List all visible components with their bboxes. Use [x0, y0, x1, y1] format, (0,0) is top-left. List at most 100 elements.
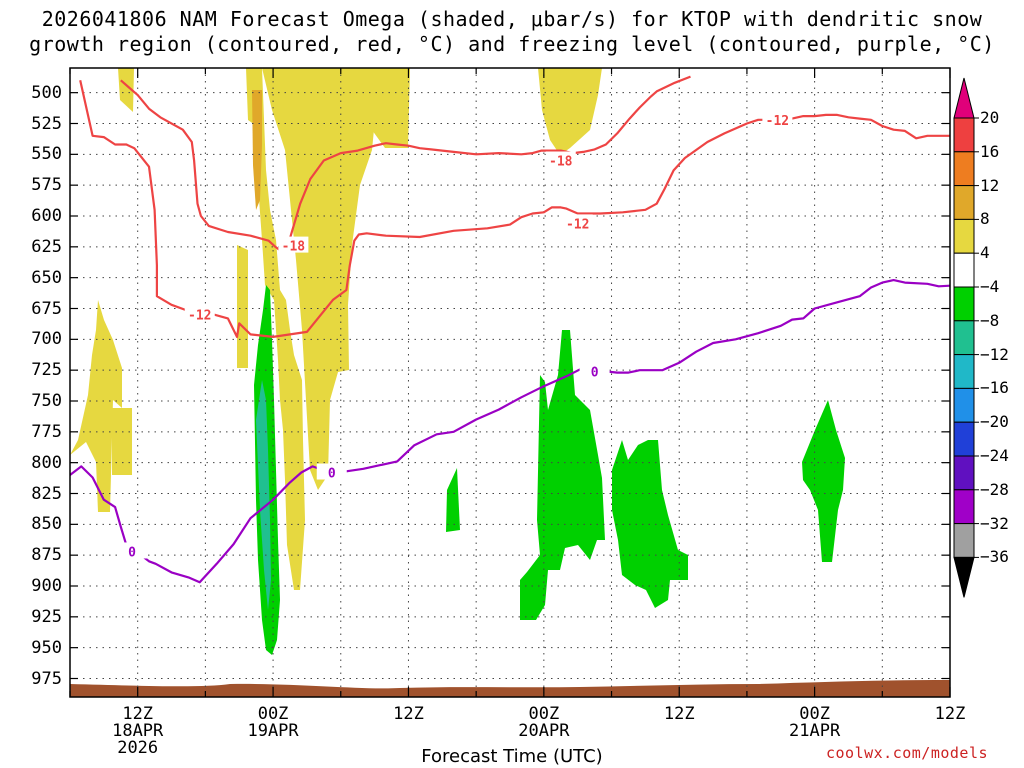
y-tick-label: 900: [31, 576, 62, 596]
y-tick-label: 675: [31, 298, 62, 319]
colorbar-label: −20: [980, 412, 1009, 432]
y-tick-label: 525: [31, 113, 62, 134]
contour-label: -12: [566, 217, 589, 232]
plot-frame: [69, 67, 951, 698]
y-tick-label: 775: [31, 421, 62, 442]
x-tick-label: 19APR: [247, 721, 299, 741]
colorbar-bin: [953, 489, 975, 525]
colorbar-label: 16: [980, 141, 1000, 161]
contour-label: -18: [282, 240, 306, 255]
x-tick-label: 12Z: [934, 704, 966, 724]
contour-label: -12: [766, 114, 789, 129]
colorbar-bottom-arrow: [953, 556, 975, 598]
colorbar-label: −28: [980, 479, 1009, 499]
colorbar-bin: [953, 354, 975, 389]
omega-region-yellow-right-left: [237, 245, 248, 368]
site-credit: coolwx.com/models: [826, 744, 989, 762]
y-tick-label: 850: [31, 514, 62, 535]
omega-region-teal-spike: [256, 380, 271, 610]
x-tick-label: 00Z: [528, 704, 560, 724]
contour-labels: -18 -18 -12 -12 -12 0 0 0: [117, 110, 793, 560]
colorbar-label: −36: [980, 547, 1009, 567]
omega-region-green-mid: [520, 330, 605, 620]
y-tick-label: 950: [31, 637, 62, 658]
contour-label-bg: [579, 362, 610, 379]
omega-shading: [70, 68, 950, 697]
y-tick-label: 975: [31, 668, 62, 689]
omega-region-yellow-upper-mid: [538, 68, 602, 155]
colorbar-bin: [953, 218, 975, 254]
y-tick-label: 600: [31, 206, 62, 226]
y-tick-label: 875: [31, 545, 62, 566]
contour-label-bg: [562, 214, 593, 231]
x-axis-title: Forecast Time (UTC): [421, 746, 603, 767]
omega-region-yellow-upper-mid-2: [365, 68, 410, 148]
x-tick-label: 18APR: [112, 721, 164, 741]
omega-region-green-small: [446, 468, 460, 532]
omega-region-yellow-main: [246, 68, 305, 590]
colorbar-bin: [953, 387, 975, 423]
chart-title-line2: growth region (contoured, red, °C) and f…: [29, 32, 995, 56]
colorbar-bin: [953, 421, 975, 457]
colorbar-label: 4: [980, 243, 990, 263]
colorbar-bin: [953, 252, 975, 288]
y-tick-label: 725: [31, 360, 62, 381]
x-tick-label: 21APR: [789, 721, 841, 741]
contour-label-bg: [184, 305, 215, 322]
contour-label-bg: [278, 236, 309, 253]
x-tick-label: 12Z: [122, 704, 154, 724]
y-tick-label: 800: [31, 452, 62, 473]
colorbar-bin: [953, 523, 975, 558]
contour-label-bg: [117, 542, 148, 559]
y-tick-label: 750: [31, 391, 62, 411]
colorbar-label: 8: [980, 209, 990, 229]
colorbar-top-arrow: [953, 77, 975, 119]
omega-region-yellow-left-2: [112, 408, 132, 475]
omega-region-yellow-top: [118, 68, 134, 112]
omega-region-green-right: [612, 440, 688, 608]
axis-ticks: [69, 68, 951, 697]
colorbar-label: −16: [980, 378, 1009, 398]
colorbar-label: −32: [980, 513, 1009, 533]
chart-title-line1: 2026041806 NAM Forecast Omega (shaded, μ…: [41, 7, 983, 31]
colorbar-bin: [953, 117, 975, 153]
y-tick-label: 925: [31, 606, 62, 627]
colorbar-bin: [953, 455, 975, 491]
y-tick-label: 550: [31, 144, 62, 165]
grid-lines: [70, 68, 950, 697]
contour-label: 0: [328, 467, 336, 482]
contour-label: -12: [188, 309, 211, 324]
x-tick-label: 20APR: [518, 721, 570, 741]
colorbar-bin: [953, 151, 975, 187]
contour-label: 0: [128, 545, 136, 560]
colorbar-bin: [953, 286, 975, 322]
colorbar-bin: [953, 185, 975, 220]
contour-label-bg: [316, 463, 347, 480]
dendritic-contour-upper: [79, 80, 950, 338]
y-tick-label: 575: [31, 175, 62, 196]
y-tick-label: 650: [31, 267, 62, 288]
contour-label: -18: [549, 155, 573, 170]
y-tick-label: 700: [31, 329, 62, 350]
x-tick-label: 2026: [117, 738, 159, 758]
x-tick-label: 12Z: [393, 704, 424, 724]
omega-region-yellow-main-2: [262, 68, 380, 490]
colorbar-label: −8: [980, 310, 1000, 330]
contour-label-bg: [762, 110, 793, 127]
colorbar-label: −4: [980, 277, 1000, 296]
colorbar-bin: [953, 320, 975, 356]
y-tick-label: 500: [31, 82, 62, 103]
colorbar: [953, 77, 979, 598]
y-tick-label: 625: [31, 236, 62, 257]
x-tick-label: 00Z: [257, 704, 289, 724]
contour-label-bg: [545, 151, 576, 168]
x-tick-label: 12Z: [663, 704, 695, 724]
colorbar-label: 20: [980, 108, 1000, 127]
x-tick-label: 00Z: [799, 704, 830, 724]
ground-surface: [70, 680, 950, 697]
y-tick-label: 825: [31, 483, 62, 504]
contour-label: 0: [591, 365, 599, 380]
omega-region-yellow-left: [70, 300, 122, 512]
freezing-level-contour: [70, 279, 950, 584]
